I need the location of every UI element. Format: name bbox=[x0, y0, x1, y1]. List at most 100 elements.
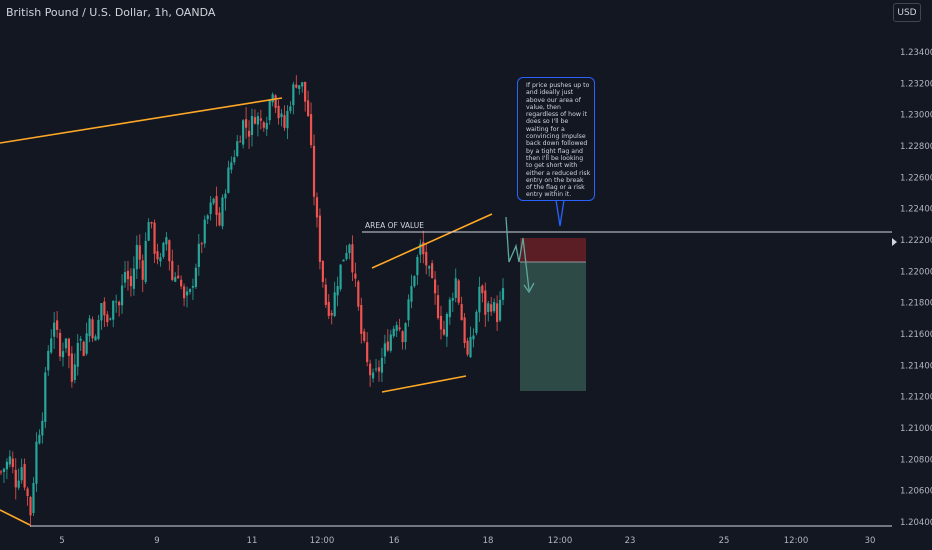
candle-body bbox=[132, 268, 135, 289]
price-tick-label: 1.21000 bbox=[900, 424, 932, 434]
candle-body bbox=[463, 317, 466, 344]
candle-body bbox=[283, 115, 286, 128]
candle-body bbox=[215, 196, 218, 215]
candle-body bbox=[398, 327, 401, 330]
candle-body bbox=[17, 480, 20, 488]
candle-body bbox=[61, 351, 65, 358]
candle-body bbox=[203, 219, 206, 244]
candle-body bbox=[162, 242, 165, 257]
lower-trendline[interactable] bbox=[0, 509, 31, 526]
candle-body bbox=[469, 336, 472, 358]
price-tick-label: 1.21800 bbox=[900, 299, 932, 309]
target-zone[interactable] bbox=[520, 262, 586, 391]
candle-body bbox=[286, 110, 289, 129]
candle-body bbox=[348, 244, 351, 254]
candle-body bbox=[377, 367, 381, 372]
candle-body bbox=[363, 331, 366, 341]
candle-body bbox=[212, 198, 215, 204]
candle-body bbox=[289, 106, 292, 111]
candle-body bbox=[351, 244, 354, 273]
candle-body bbox=[159, 257, 162, 262]
stop-loss-zone[interactable] bbox=[520, 238, 586, 262]
candle-body bbox=[498, 299, 502, 321]
candle-body bbox=[79, 338, 82, 341]
candle-body bbox=[191, 286, 195, 288]
candle-body bbox=[439, 315, 443, 330]
candle-body bbox=[141, 260, 144, 280]
candle-body bbox=[374, 368, 378, 370]
candle-body bbox=[126, 270, 130, 280]
candle-body bbox=[493, 302, 496, 312]
price-axis[interactable]: 1.23400 1.23200 1.23000 1.22800 1.22600 1.224… bbox=[900, 48, 932, 528]
candles-layer bbox=[0, 75, 505, 527]
candle-body bbox=[366, 342, 369, 363]
candle-body bbox=[8, 456, 11, 465]
time-tick-label: 30 bbox=[865, 536, 876, 546]
candle-body bbox=[422, 242, 425, 255]
price-tick-label: 1.22000 bbox=[900, 267, 932, 277]
candle-body bbox=[401, 331, 404, 343]
candle-body bbox=[197, 243, 200, 267]
candle-body bbox=[233, 157, 236, 163]
candle-body bbox=[218, 212, 221, 226]
candle-body bbox=[383, 343, 386, 357]
price-tick-label: 1.22400 bbox=[900, 205, 932, 215]
candle-body bbox=[327, 301, 330, 316]
candle-body bbox=[457, 280, 460, 303]
candle-body bbox=[11, 458, 14, 468]
candle-body bbox=[330, 313, 333, 316]
time-tick-label: 16 bbox=[389, 536, 400, 546]
price-tick-label: 1.20400 bbox=[900, 518, 932, 528]
price-tick-label: 1.21200 bbox=[900, 393, 932, 403]
candle-body bbox=[307, 100, 310, 117]
candle-body bbox=[336, 286, 339, 296]
candle-body bbox=[395, 324, 398, 331]
candle-body bbox=[413, 276, 416, 287]
candle-body bbox=[318, 215, 322, 262]
candle-body bbox=[85, 333, 88, 354]
trade-plan-note[interactable]: If price pushes up to and ideally just a… bbox=[517, 77, 595, 201]
candle-body bbox=[490, 304, 493, 312]
candle-body bbox=[200, 243, 203, 245]
chart-title: British Pound / U.S. Dollar, 1h, OANDA bbox=[6, 6, 216, 19]
candle-body bbox=[428, 266, 431, 269]
candle-body bbox=[29, 496, 32, 516]
candle-body bbox=[0, 471, 3, 473]
candle-body bbox=[407, 299, 410, 321]
flag-lower-line[interactable] bbox=[381, 375, 467, 393]
candle-body bbox=[221, 197, 224, 227]
price-tick-label: 1.20600 bbox=[900, 487, 932, 497]
candle-body bbox=[209, 202, 212, 214]
upper-trendline[interactable] bbox=[0, 97, 283, 144]
candle-body bbox=[445, 313, 448, 337]
candle-body bbox=[324, 284, 327, 305]
candle-body bbox=[436, 295, 440, 319]
time-axis[interactable]: 5 9 11 12:00 16 18 12:00 23 25 12:00 30 bbox=[59, 536, 875, 546]
flag-upper-line[interactable] bbox=[371, 213, 493, 269]
candle-body bbox=[431, 263, 434, 279]
candle-body bbox=[433, 279, 437, 294]
candle-body bbox=[265, 122, 268, 130]
candle-body bbox=[236, 141, 239, 157]
candle-body bbox=[277, 105, 280, 119]
candle-body bbox=[44, 372, 47, 422]
candle-body bbox=[56, 320, 59, 330]
candle-body bbox=[106, 314, 109, 323]
time-tick-label: 12:00 bbox=[784, 536, 809, 546]
candle-body bbox=[174, 277, 177, 282]
candle-body bbox=[224, 193, 227, 199]
candle-body bbox=[312, 145, 316, 197]
candle-body bbox=[150, 222, 153, 224]
candle-body bbox=[448, 299, 451, 318]
area-of-value-label: AREA OF VALUE bbox=[365, 221, 424, 230]
candle-body bbox=[460, 304, 463, 321]
candle-body bbox=[250, 115, 254, 136]
note-pointer bbox=[555, 199, 565, 227]
candle-body bbox=[339, 264, 342, 290]
candle-body bbox=[416, 257, 419, 276]
candle-body bbox=[112, 300, 115, 320]
candle-body bbox=[120, 285, 124, 306]
currency-button[interactable]: USD bbox=[893, 3, 921, 22]
candle-body bbox=[253, 117, 257, 124]
